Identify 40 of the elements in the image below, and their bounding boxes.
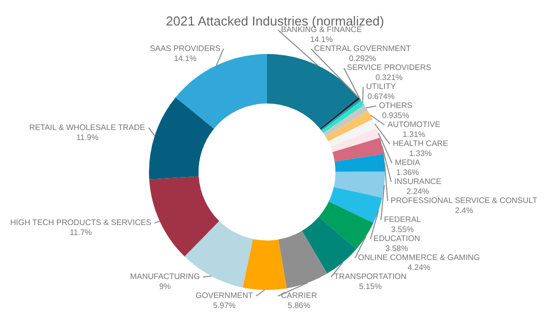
data-label: 3.55% xyxy=(391,225,414,234)
data-label: 14.1% xyxy=(310,35,333,44)
slice-label: GOVERNMENT xyxy=(196,291,254,300)
slice-label: TRANSPORTATION xyxy=(334,272,407,282)
data-label: 5.15% xyxy=(358,282,382,292)
data-label: 0.674% xyxy=(367,92,395,102)
slice-label: ONLINE COMMERCE & GAMING xyxy=(358,253,480,262)
data-label: 3.58% xyxy=(385,244,408,254)
slice-label: HIGH TECH PRODUCTS & SERVICES xyxy=(10,218,152,228)
data-label: 11.7% xyxy=(70,228,92,238)
slice-label: CENTRAL GOVERNMENT xyxy=(314,44,411,54)
data-label: 0.292% xyxy=(349,54,376,64)
slice-label: INSURANCE xyxy=(394,177,442,186)
data-label: 2.24% xyxy=(406,187,430,196)
slice-label: SAAS PROVIDERS xyxy=(150,44,221,53)
data-label: 4.24% xyxy=(408,263,430,272)
slice-label: EDUCATION xyxy=(374,234,420,244)
slice-label: OTHERS xyxy=(378,101,412,110)
slice-label: HEALTH CARE xyxy=(392,139,448,148)
slice-label: SERVICE PROVIDERS xyxy=(346,63,432,72)
slice-label: MEDIA xyxy=(394,158,421,168)
slice-label: MANUFACTURING xyxy=(130,272,200,282)
data-label: 1.33% xyxy=(409,149,432,158)
slice-label: BANKING & FINANCE xyxy=(281,25,362,34)
data-label: 1.36% xyxy=(396,168,419,178)
data-label: 0.935% xyxy=(382,111,410,120)
data-label: 2.4% xyxy=(454,206,474,216)
slice-label: UTILITY xyxy=(366,82,397,92)
slice-label: AUTOMOTIVE xyxy=(388,120,440,130)
data-label: 9% xyxy=(159,282,171,292)
data-label: 0.321% xyxy=(375,73,403,82)
data-label: 5.97% xyxy=(212,301,236,310)
slice-label: FEDERAL xyxy=(384,215,422,224)
slice-label: PROFESSIONAL SERVICE & CONSULT xyxy=(390,196,538,206)
slice-label: RETAIL & WHOLESALE TRADE xyxy=(29,122,146,132)
data-label: 11.9% xyxy=(76,132,98,142)
data-label: 1.31% xyxy=(402,130,426,140)
data-label: 14.1% xyxy=(174,54,197,63)
slice-label: CARRIER xyxy=(281,291,318,300)
data-label: 5.86% xyxy=(288,301,310,310)
